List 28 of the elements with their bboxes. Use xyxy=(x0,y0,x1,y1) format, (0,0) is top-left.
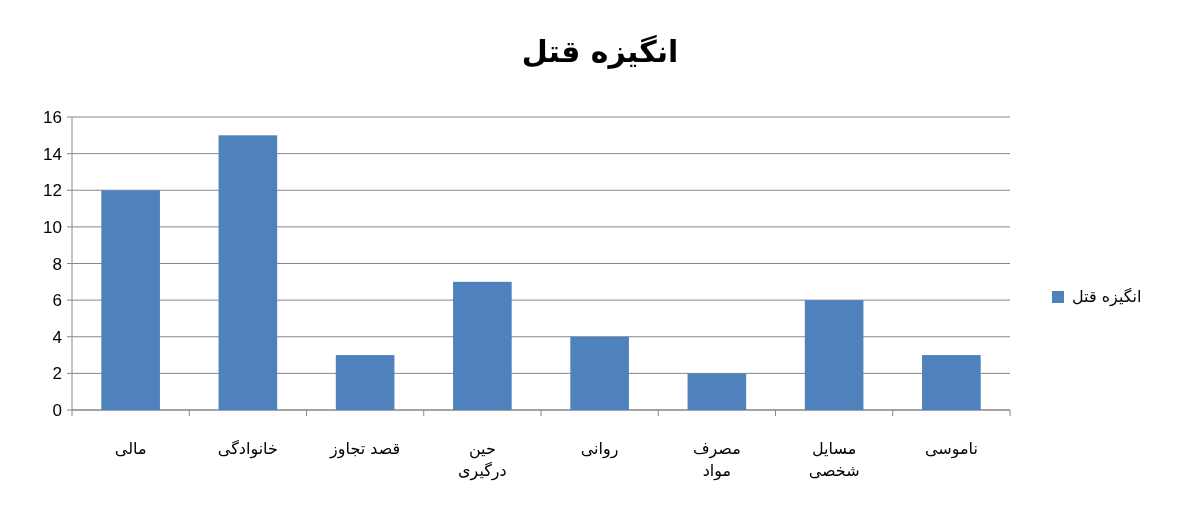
legend-label: انگیزه قتل xyxy=(1072,286,1142,308)
y-tick-label: 4 xyxy=(52,327,62,347)
x-tick-label: خانوادگی xyxy=(216,438,279,460)
bar xyxy=(804,300,864,410)
x-tick-label: ناموسی xyxy=(923,438,979,460)
bar xyxy=(922,355,981,410)
y-tick-label: 10 xyxy=(43,217,62,237)
chart-title: انگیزه قتل xyxy=(521,34,679,69)
bar xyxy=(687,373,747,410)
x-tick-label: مصرف مواد xyxy=(691,438,742,482)
y-tick-label: 2 xyxy=(52,364,62,384)
bar xyxy=(218,135,278,410)
x-tick-label: قصد تجاوز xyxy=(328,438,402,460)
x-tick-label: روانی xyxy=(579,438,620,460)
x-tick-label: مسایل شخصی xyxy=(807,438,861,482)
y-tick-label: 12 xyxy=(43,181,62,201)
y-tick-label: 16 xyxy=(43,108,62,127)
y-tick-label: 8 xyxy=(52,254,62,274)
bar xyxy=(335,355,395,410)
bar xyxy=(570,336,629,410)
y-tick-label: 14 xyxy=(43,144,62,164)
y-tick-label: 0 xyxy=(52,401,62,420)
bar xyxy=(101,190,160,410)
x-tick-label: حین درگیری xyxy=(457,438,508,482)
bar xyxy=(453,281,512,410)
y-tick-label: 6 xyxy=(52,291,62,311)
legend-item: انگیزه قتل xyxy=(1052,286,1142,308)
x-tick-label: مالی xyxy=(113,438,148,460)
